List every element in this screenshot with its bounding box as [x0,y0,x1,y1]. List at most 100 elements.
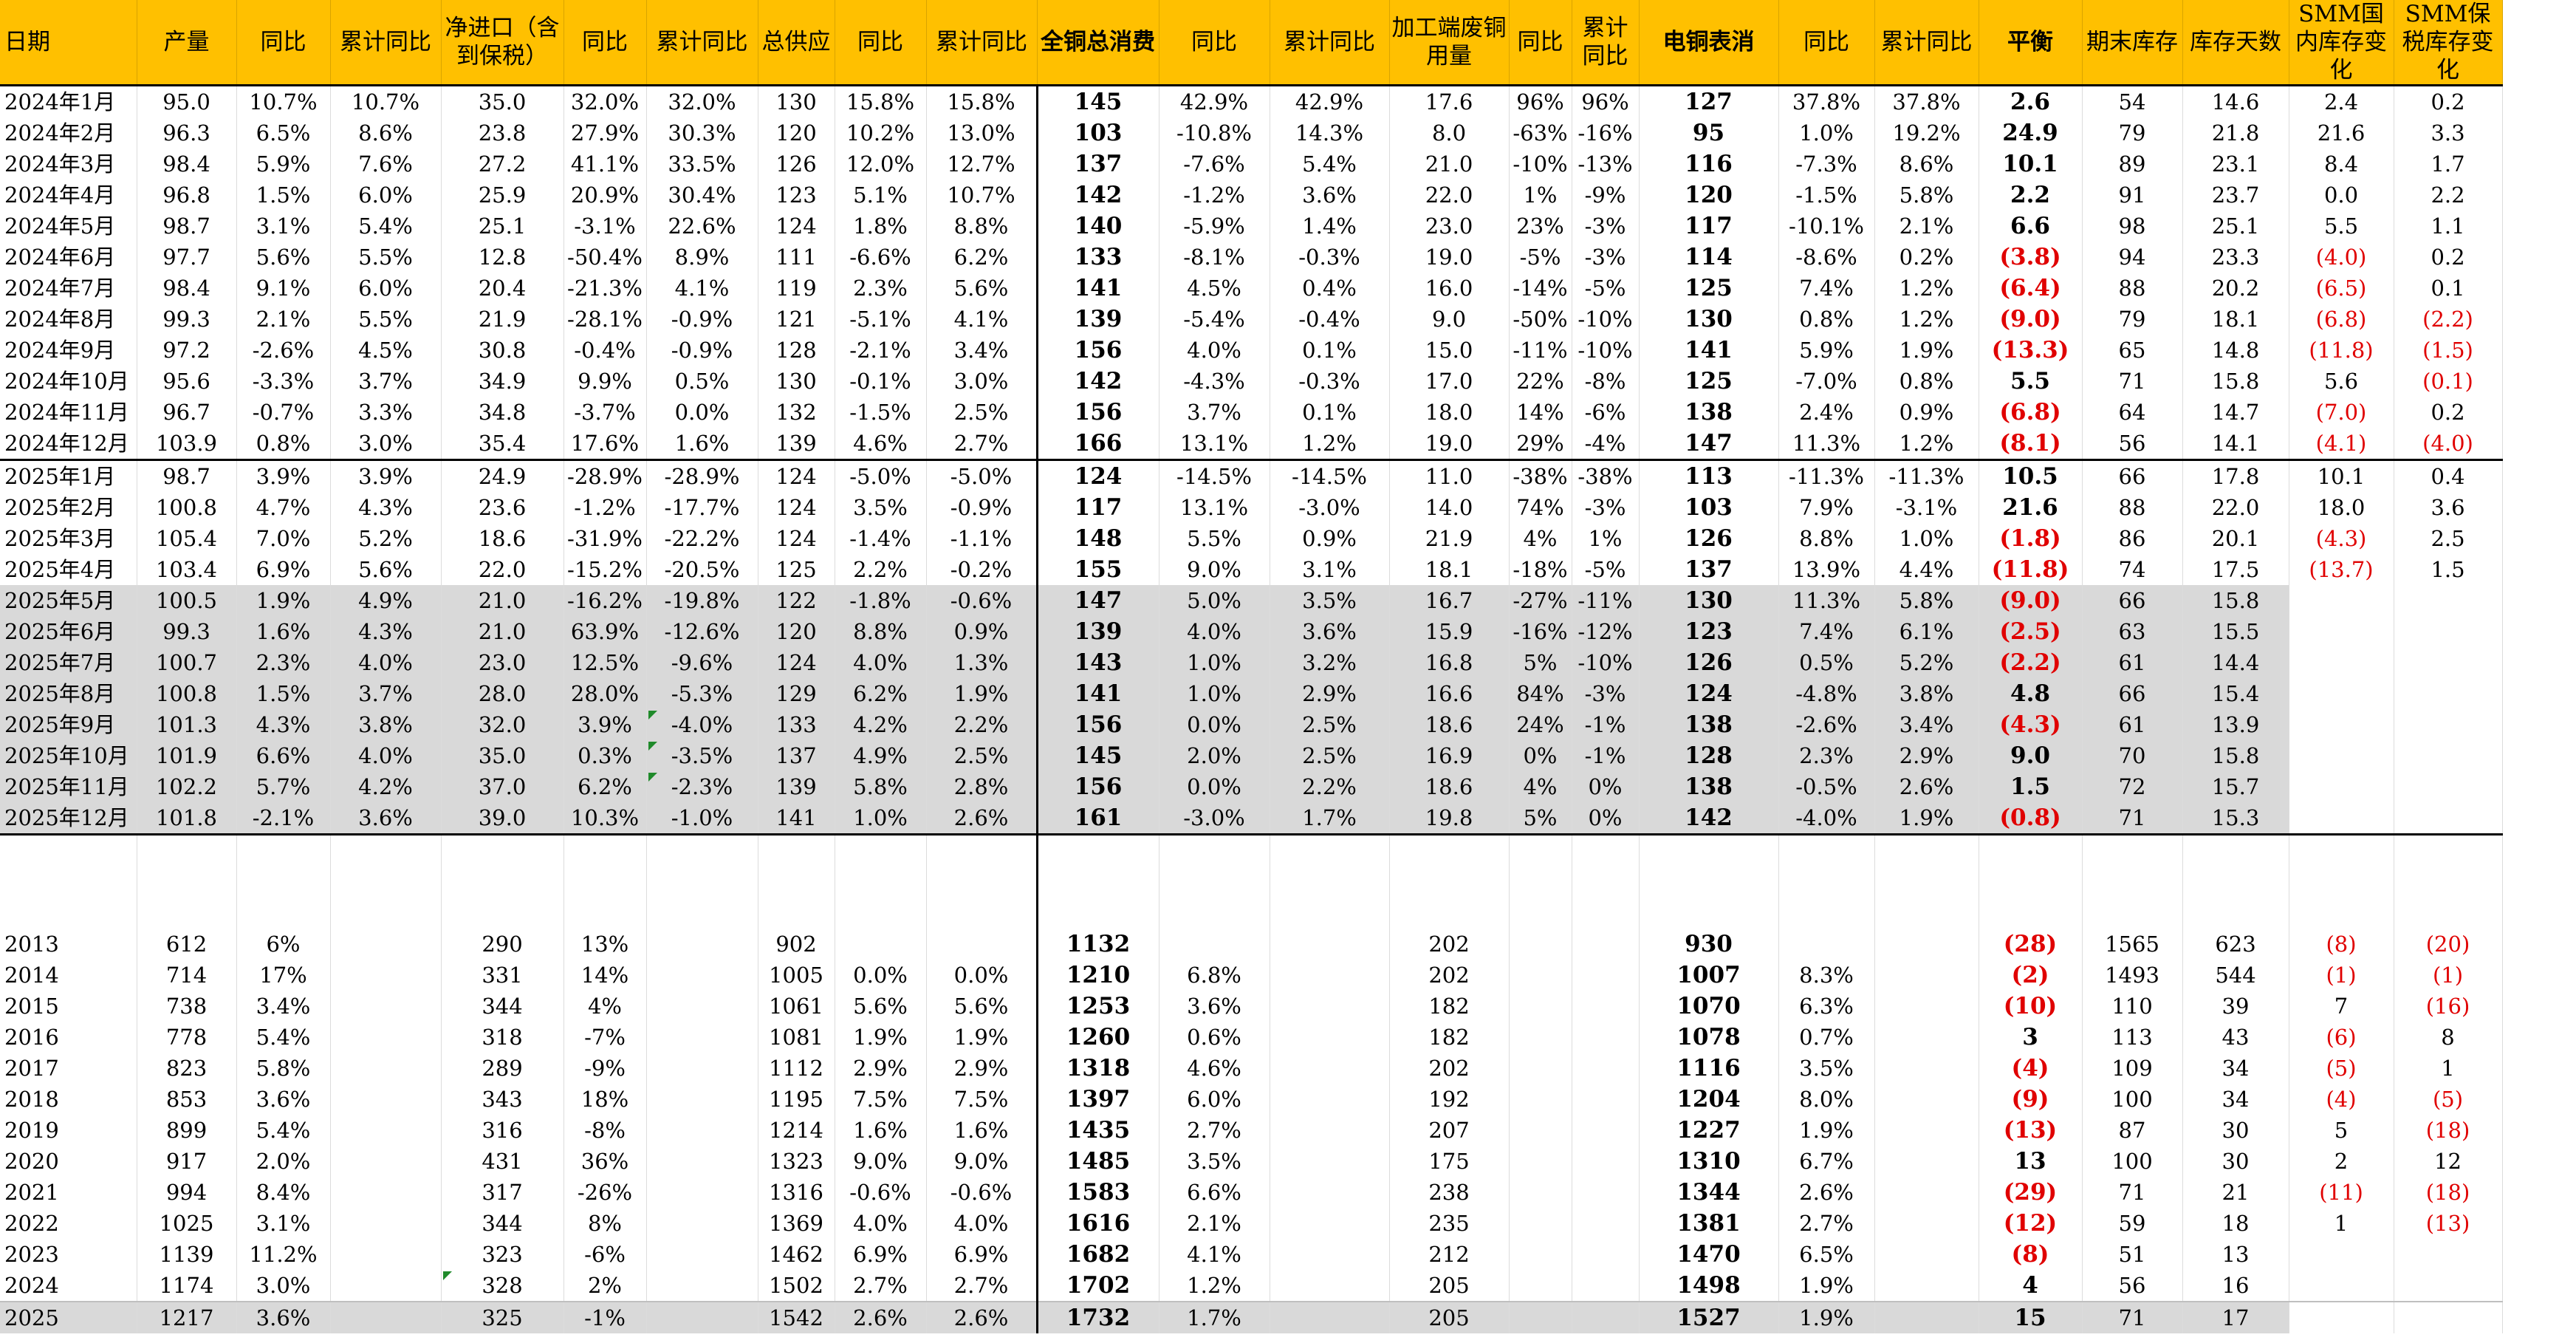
cell-net-import-cum-yoy: 0.0% [646,397,758,428]
cell-cathode-yoy: -4.0% [1778,802,1875,835]
cell-smm-bonded-inventory-change: 1.5 [2394,554,2503,585]
cell-total-supply: 1323 [758,1146,835,1177]
cell-ending-inventory: 71 [2082,1301,2183,1333]
cell-consumption-cum-yoy [1270,1146,1390,1177]
cell-supply-cum-yoy: 5.6% [926,273,1038,304]
cell-smm-domestic-inventory-change: (6.5) [2289,273,2394,304]
cell-production: 823 [137,1053,237,1084]
cell-production-yoy: -2.1% [236,802,331,835]
cell-balance: 6.6 [1979,211,2083,242]
cell-net-import-yoy: -8% [564,1115,647,1146]
cell-scrap-usage: 18.6 [1389,771,1510,802]
cell-production-yoy: 3.6% [236,1301,331,1333]
cell-net-import-cum-yoy: -17.7% [646,492,758,523]
cell-supply-cum-yoy: 2.5% [926,740,1038,771]
yearly-row: 2013 612 6% 290 13% 902 1132 202 930 (28) 1565 623(… [0,929,2503,960]
cell-cathode-yoy: -1.5% [1778,180,1875,211]
cell-production-yoy: -0.7% [236,397,331,428]
cell-net-import-yoy: -50.4% [564,242,647,273]
cell-supply-cum-yoy: 7.5% [926,1084,1038,1115]
cell-production: 96.7 [137,397,237,428]
cell-net-import: 317 [441,1177,564,1208]
cell-inventory-days: 23.3 [2182,242,2289,273]
cell-inventory-days: 18 [2182,1208,2289,1239]
cell-smm-domestic-inventory-change: 10.1 [2289,459,2394,492]
cell-consumption-cum-yoy [1270,1177,1390,1208]
cell-smm-bonded-inventory-change [2394,1301,2503,1333]
cell-production-cum-yoy: 3.7% [330,366,442,397]
cell-production: 103.9 [137,428,237,461]
cell-production-yoy: 8.4% [236,1177,331,1208]
cell-consumption-cum-yoy: 14.3% [1270,117,1390,148]
cell-scrap-yoy [1509,1270,1572,1302]
cell-cathode-cum-yoy: 37.8% [1874,85,1979,117]
cell-net-import-yoy: -7% [564,1022,647,1053]
cell-cathode-apparent-consumption: 138 [1639,397,1779,428]
cell-ending-inventory: 88 [2082,273,2183,304]
cell-supply-yoy: 10.2% [835,117,927,148]
cell-smm-bonded-inventory-change: (2.2) [2394,304,2503,335]
cell-smm-domestic-inventory-change [2289,585,2394,616]
cell-cathode-cum-yoy [1874,1239,1979,1270]
cell-net-import-cum-yoy: 1.6% [646,428,758,461]
cell-scrap-usage: 207 [1389,1115,1510,1146]
cell-cathode-cum-yoy: 2.9% [1874,740,1979,771]
cell-scrap-cum-yoy: -3% [1572,492,1640,523]
cell-balance: (6.8) [1979,397,2083,428]
cell-smm-bonded-inventory-change [2394,1239,2503,1270]
header-smm-domestic-inventory-change: SMM国内库存变化 [2289,0,2394,86]
cell-cathode-apparent-consumption: 141 [1639,335,1779,366]
cell-cathode-yoy: 11.3% [1778,585,1875,616]
header-supply-cum-yoy: 累计同比 [926,0,1038,86]
cell-inventory-days: 15.5 [2182,616,2289,647]
cell-date: 2025年9月 [0,709,137,740]
cell-scrap-usage: 238 [1389,1177,1510,1208]
cell-supply-yoy: 4.9% [835,740,927,771]
empty-cell [1159,898,1270,929]
cell-cathode-yoy: 0.7% [1778,1022,1875,1053]
cell-supply-cum-yoy: 4.0% [926,1208,1038,1239]
cell-production: 98.7 [137,459,237,492]
cell-ending-inventory: 54 [2082,85,2183,117]
cell-consumption-cum-yoy: -0.4% [1270,304,1390,335]
cell-scrap-usage: 8.0 [1389,117,1510,148]
cell-net-import-yoy: -1% [564,1301,647,1333]
cell-net-import-cum-yoy: 30.3% [646,117,758,148]
cell-smm-bonded-inventory-change [2394,709,2503,740]
empty-cell [835,898,927,929]
cell-ending-inventory: 94 [2082,242,2183,273]
cell-cathode-cum-yoy: 3.4% [1874,709,1979,740]
cell-cathode-yoy: 5.9% [1778,335,1875,366]
cell-production-cum-yoy: 6.0% [330,180,442,211]
empty-cell [236,834,331,867]
cell-total-consumption: 145 [1037,85,1159,117]
cell-balance: 15 [1979,1301,2083,1333]
monthly-row: 2025年1月 98.7 3.9% 3.9% 24.9 -28.9% -28.9% 124 -5… [0,459,2503,492]
cell-inventory-days: 23.7 [2182,180,2289,211]
cell-scrap-cum-yoy: -10% [1572,335,1640,366]
cell-scrap-usage: 235 [1389,1208,1510,1239]
cell-supply-cum-yoy: 12.7% [926,148,1038,180]
cell-cathode-yoy: -10.1% [1778,211,1875,242]
cell-production-yoy: 6.5% [236,117,331,148]
cell-scrap-yoy: 5% [1509,647,1572,678]
cell-scrap-yoy: 29% [1509,428,1572,461]
monthly-row: 2025年4月 103.4 6.9% 5.6% 22.0 -15.2% -20.5% 125 2… [0,554,2503,585]
cell-total-consumption: 147 [1037,585,1159,616]
cell-net-import-yoy: 20.9% [564,180,647,211]
cell-supply-cum-yoy: 5.6% [926,991,1038,1022]
cell-net-import: 35.0 [441,740,564,771]
cell-production: 612 [137,929,237,960]
cell-balance: (0.8) [1979,802,2083,835]
cell-scrap-cum-yoy: -38% [1572,459,1640,492]
cell-smm-domestic-inventory-change: 8.4 [2289,148,2394,180]
cell-cathode-apparent-consumption: 128 [1639,740,1779,771]
empty-cell [835,834,927,867]
cell-date: 2025年4月 [0,554,137,585]
cell-scrap-yoy: -16% [1509,616,1572,647]
cell-smm-bonded-inventory-change [2394,1270,2503,1302]
cell-scrap-cum-yoy [1572,1239,1640,1270]
cell-total-consumption: 145 [1037,740,1159,771]
cell-total-supply: 1316 [758,1177,835,1208]
cell-inventory-days: 13.9 [2182,709,2289,740]
